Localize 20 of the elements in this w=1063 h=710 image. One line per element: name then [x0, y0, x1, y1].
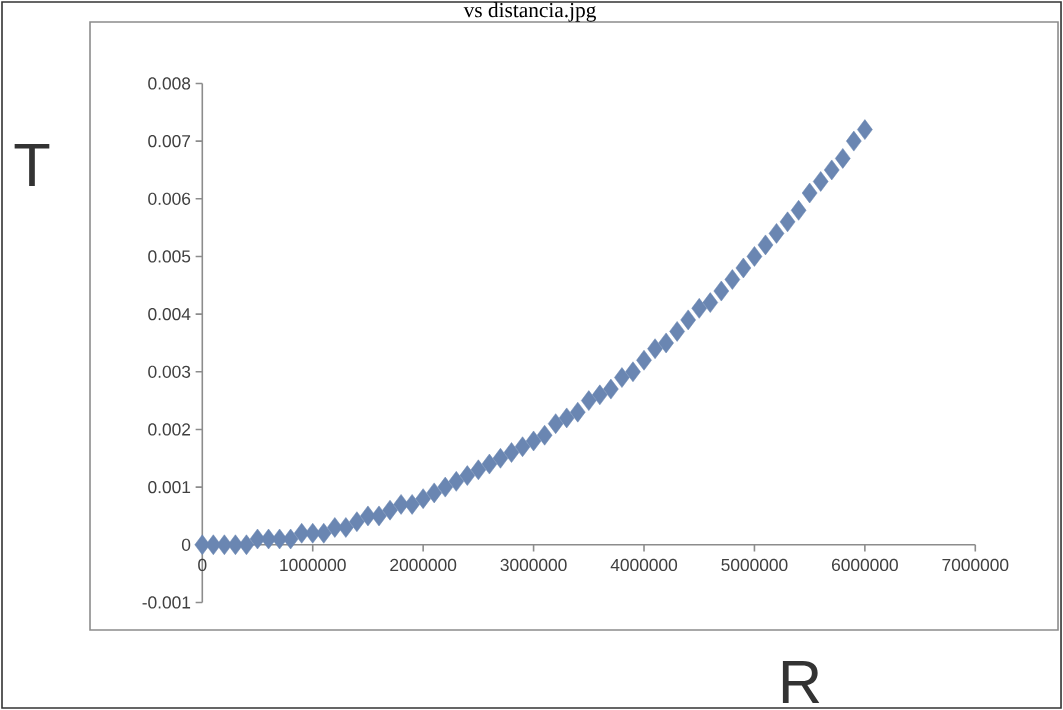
y-tick-label: 0.007 — [148, 134, 191, 148]
y-tick-label: 0.005 — [148, 250, 191, 263]
x-tick-label: 6000000 — [832, 558, 898, 572]
y-tick-label: -0.001 — [142, 596, 191, 609]
y-axis-title: T — [14, 143, 50, 187]
x-tick-label: 5000000 — [721, 558, 788, 572]
y-tick-label: 0.002 — [148, 423, 191, 436]
y-tick-label: 0.001 — [148, 480, 191, 494]
x-tick-label: 3000000 — [500, 558, 567, 572]
y-tick-label: 0 — [181, 538, 191, 551]
x-tick-label: 2000000 — [390, 558, 457, 572]
x-tick-label: 4000000 — [610, 558, 678, 572]
x-axis-title: R — [782, 660, 820, 704]
y-tick-label: 0.004 — [148, 307, 191, 321]
x-tick-label: 1000000 — [280, 558, 346, 572]
y-tick-label: 0.008 — [148, 77, 191, 90]
x-tick-label: 7000000 — [942, 558, 1009, 572]
y-tick-label: 0.003 — [148, 365, 191, 378]
chart-title: vs distancia.jpg — [463, 2, 596, 22]
y-tick-label: 0.006 — [148, 192, 191, 205]
